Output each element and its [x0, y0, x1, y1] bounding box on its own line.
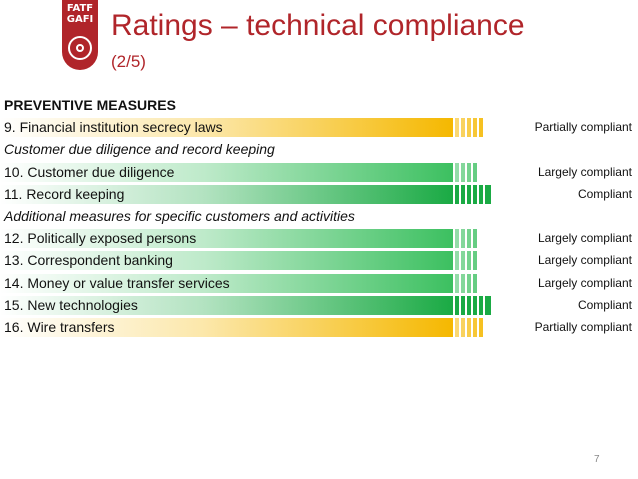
logo-ring-icon [68, 36, 92, 60]
logo-line-1: FATF [66, 3, 94, 14]
section-header: PREVENTIVE MEASURES [0, 94, 638, 116]
row-label: 16. Wire transfers [4, 318, 115, 335]
section-subheader: Additional measures for specific custome… [0, 205, 638, 227]
rating-text: Partially compliant [534, 319, 632, 334]
row-label: 11. Record keeping [4, 185, 125, 202]
rating-row: 14. Money or value transfer services Larg… [0, 272, 638, 294]
rating-bar-largely [0, 162, 477, 182]
rating-bar-partial [0, 118, 483, 138]
rating-bar-largely [0, 273, 477, 293]
ratings-table: PREVENTIVE MEASURES 9. Financial institut… [0, 94, 638, 338]
section-subheader: Customer due diligence and record keepin… [0, 138, 638, 160]
logo-line-2: GAFI [66, 14, 94, 25]
rating-text: Largely compliant [537, 231, 632, 246]
rating-bar-compliant [0, 184, 491, 204]
rating-text: Compliant [577, 297, 632, 312]
rating-row: 10. Customer due diligence Largely compli… [0, 161, 638, 183]
fatf-gafi-logo: FATF GAFI [62, 0, 98, 70]
row-label: 15. New technologies [4, 296, 138, 313]
row-label: 13. Correspondent banking [4, 252, 173, 269]
rating-row: 13. Correspondent banking Largely complia… [0, 249, 638, 271]
row-label: Additional measures for specific custome… [4, 207, 355, 224]
rating-bar-compliant [0, 295, 491, 315]
rating-row: 16. Wire transfers Partially compliant [0, 316, 638, 338]
row-label: Customer due diligence and record keepin… [4, 141, 275, 158]
rating-bar-largely [0, 251, 477, 271]
rating-row: 11. Record keeping Compliant [0, 183, 638, 205]
rating-bar-largely [0, 229, 477, 249]
row-label: 12. Politically exposed persons [4, 230, 197, 247]
rating-bar-partial [0, 317, 483, 337]
page-number: 7 [594, 454, 600, 465]
rating-row: 15. New technologies Compliant [0, 294, 638, 316]
slide-subtitle: (2/5) [111, 52, 146, 71]
row-label: PREVENTIVE MEASURES [4, 97, 176, 113]
rating-row: 9. Financial institution secrecy laws Par… [0, 116, 638, 138]
rating-text: Compliant [577, 186, 632, 201]
slide-title: Ratings – technical compliance [111, 9, 525, 42]
row-label: 9. Financial institution secrecy laws [4, 119, 223, 136]
row-label: 10. Customer due diligence [4, 163, 175, 180]
rating-text: Partially compliant [534, 120, 632, 135]
row-label: 14. Money or value transfer services [4, 274, 230, 291]
rating-text: Largely compliant [537, 275, 632, 290]
rating-text: Largely compliant [537, 253, 632, 268]
rating-text: Largely compliant [537, 164, 632, 179]
rating-row: 12. Politically exposed persons Largely c… [0, 227, 638, 249]
